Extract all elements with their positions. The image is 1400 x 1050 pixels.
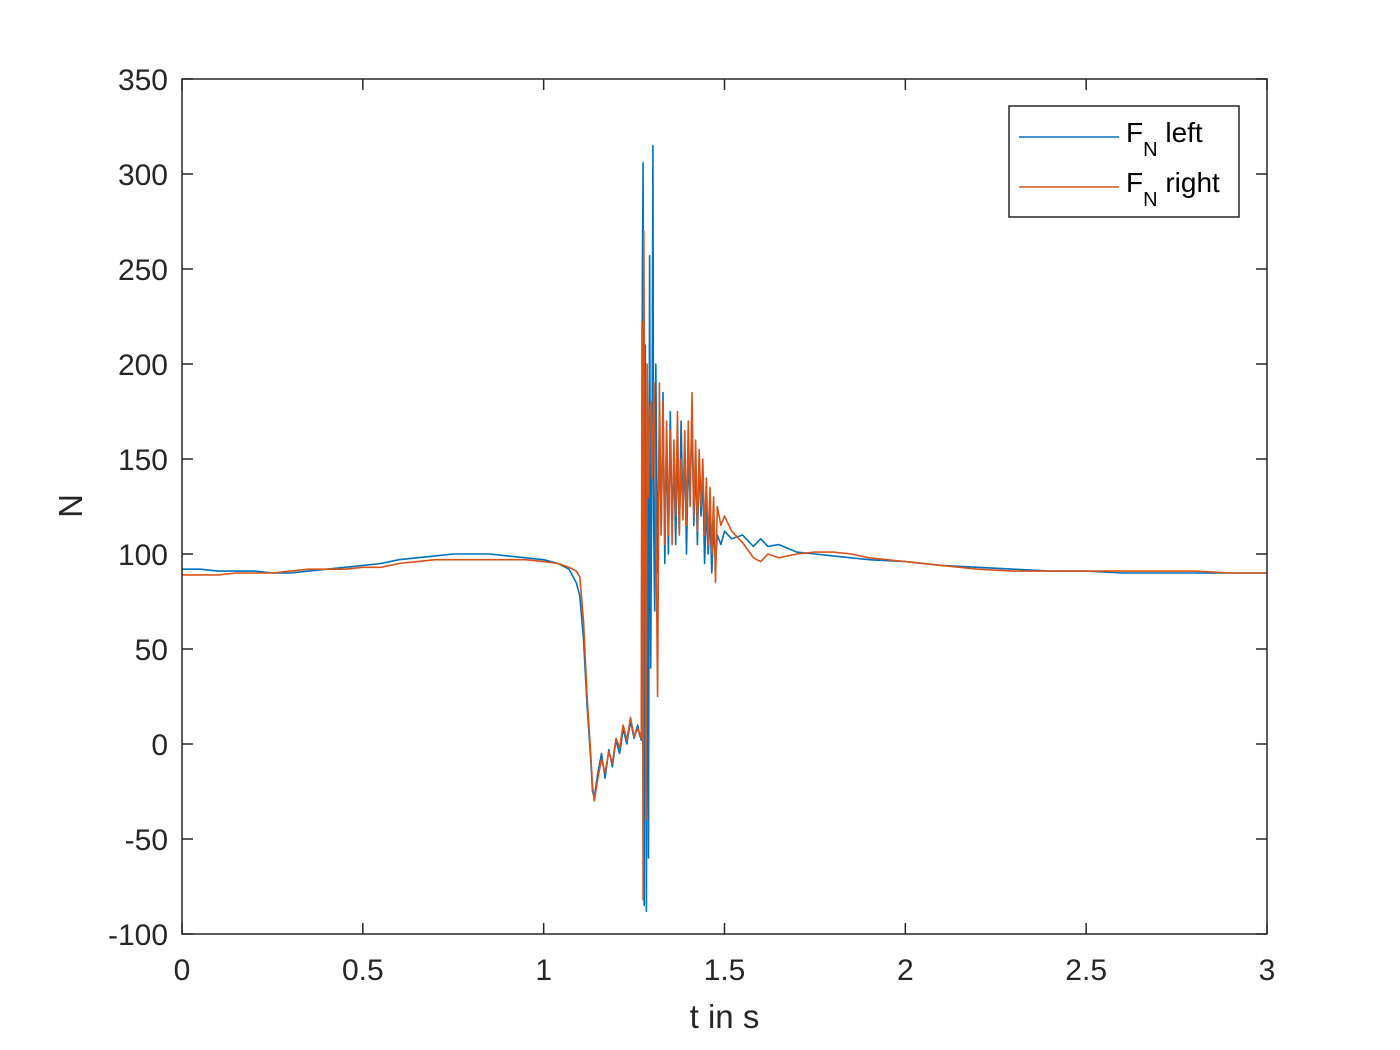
y-tick-label: -100 — [108, 919, 168, 952]
y-tick-label: 250 — [118, 254, 168, 287]
y-tick-label: 300 — [118, 159, 168, 192]
legend-right-sub: N — [1143, 189, 1157, 211]
tick-layer: 0 0.5 1 1.5 2 2.5 3 -100 -50 0 50 100 150 200 250 300 35… — [108, 64, 1275, 987]
y-tick-label: 50 — [135, 634, 168, 667]
x-tick-label: 0 — [174, 954, 191, 987]
x-tick-label: 0.5 — [342, 954, 384, 987]
series-line-right — [182, 230, 1267, 901]
y-tick-label: 100 — [118, 539, 168, 572]
series-layer — [182, 144, 1267, 912]
legend-right-main: F — [1126, 167, 1143, 198]
x-tick-label: 3 — [1259, 954, 1276, 987]
legend-box — [1008, 105, 1240, 218]
y-tick-label: 200 — [118, 349, 168, 382]
legend: FN left FN right — [1008, 105, 1240, 218]
y-axis-label: N — [52, 494, 89, 518]
x-tick-label: 2 — [897, 954, 914, 987]
legend-entry-left: FN left — [1126, 117, 1203, 161]
y-tick-label: 0 — [151, 729, 168, 762]
x-tick-label: 2.5 — [1065, 954, 1107, 987]
x-tick-label: 1.5 — [704, 954, 746, 987]
y-tick-label: 150 — [118, 444, 168, 477]
y-tick-label: 350 — [118, 64, 168, 97]
legend-left-rest: left — [1158, 117, 1203, 148]
legend-left-sub: N — [1143, 139, 1157, 161]
legend-left-main: F — [1126, 117, 1143, 148]
legend-entry-right: FN right — [1126, 167, 1220, 211]
legend-right-rest: right — [1158, 167, 1220, 198]
x-tick-label: 1 — [535, 954, 552, 987]
series-line-left — [182, 144, 1267, 912]
x-axis-label: t in s — [690, 998, 760, 1035]
y-tick-label: -50 — [125, 824, 168, 857]
